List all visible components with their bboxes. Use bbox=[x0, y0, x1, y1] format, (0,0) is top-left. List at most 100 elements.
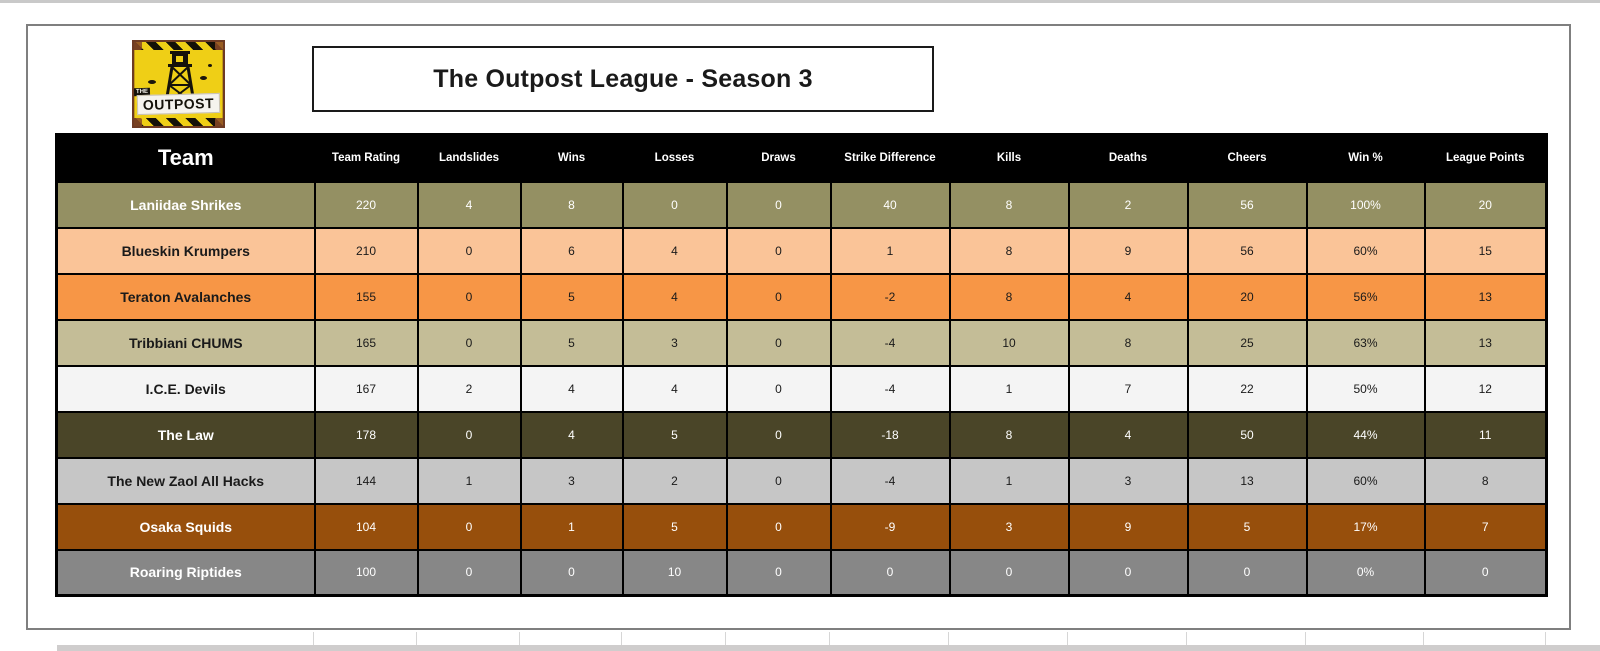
cell-team[interactable]: The New Zaol All Hacks bbox=[55, 456, 316, 505]
cell-draws[interactable]: 0 bbox=[725, 410, 832, 459]
cell-win_pct[interactable]: 56% bbox=[1305, 272, 1426, 321]
cell-league_points[interactable]: 15 bbox=[1423, 226, 1548, 275]
cell-kills[interactable]: 1 bbox=[948, 456, 1070, 505]
cell-strike_difference[interactable]: -9 bbox=[829, 502, 951, 551]
cell-draws[interactable]: 0 bbox=[725, 272, 832, 321]
cell-wins[interactable]: 3 bbox=[519, 456, 624, 505]
cell-strike_difference[interactable]: -2 bbox=[829, 272, 951, 321]
cell-rating[interactable]: 178 bbox=[313, 410, 419, 459]
column-header-wins[interactable]: Wins bbox=[519, 133, 624, 183]
cell-draws[interactable]: 0 bbox=[725, 180, 832, 229]
cell-wins[interactable]: 0 bbox=[519, 548, 624, 597]
cell-losses[interactable]: 0 bbox=[621, 180, 728, 229]
cell-losses[interactable]: 5 bbox=[621, 502, 728, 551]
cell-kills[interactable]: 8 bbox=[948, 410, 1070, 459]
cell-landslides[interactable]: 0 bbox=[416, 410, 522, 459]
cell-cheers[interactable]: 5 bbox=[1186, 502, 1308, 551]
cell-landslides[interactable]: 0 bbox=[416, 502, 522, 551]
cell-wins[interactable]: 1 bbox=[519, 502, 624, 551]
cell-landslides[interactable]: 2 bbox=[416, 364, 522, 413]
cell-league_points[interactable]: 0 bbox=[1423, 548, 1548, 597]
cell-deaths[interactable]: 4 bbox=[1067, 272, 1189, 321]
cell-rating[interactable]: 100 bbox=[313, 548, 419, 597]
cell-kills[interactable]: 8 bbox=[948, 180, 1070, 229]
cell-deaths[interactable]: 8 bbox=[1067, 318, 1189, 367]
cell-league_points[interactable]: 11 bbox=[1423, 410, 1548, 459]
column-header-strike_difference[interactable]: Strike Difference bbox=[829, 133, 951, 183]
cell-strike_difference[interactable]: -4 bbox=[829, 318, 951, 367]
cell-deaths[interactable]: 9 bbox=[1067, 502, 1189, 551]
cell-rating[interactable]: 155 bbox=[313, 272, 419, 321]
cell-league_points[interactable]: 8 bbox=[1423, 456, 1548, 505]
cell-strike_difference[interactable]: -4 bbox=[829, 364, 951, 413]
cell-cheers[interactable]: 0 bbox=[1186, 548, 1308, 597]
cell-deaths[interactable]: 0 bbox=[1067, 548, 1189, 597]
cell-losses[interactable]: 2 bbox=[621, 456, 728, 505]
cell-landslides[interactable]: 0 bbox=[416, 548, 522, 597]
cell-win_pct[interactable]: 60% bbox=[1305, 456, 1426, 505]
cell-losses[interactable]: 10 bbox=[621, 548, 728, 597]
cell-win_pct[interactable]: 17% bbox=[1305, 502, 1426, 551]
cell-team[interactable]: Tribbiani CHUMS bbox=[55, 318, 316, 367]
column-header-losses[interactable]: Losses bbox=[621, 133, 728, 183]
cell-team[interactable]: Teraton Avalanches bbox=[55, 272, 316, 321]
cell-losses[interactable]: 3 bbox=[621, 318, 728, 367]
cell-draws[interactable]: 0 bbox=[725, 226, 832, 275]
column-header-cheers[interactable]: Cheers bbox=[1186, 133, 1308, 183]
cell-landslides[interactable]: 0 bbox=[416, 226, 522, 275]
cell-deaths[interactable]: 9 bbox=[1067, 226, 1189, 275]
cell-kills[interactable]: 1 bbox=[948, 364, 1070, 413]
cell-wins[interactable]: 5 bbox=[519, 318, 624, 367]
cell-landslides[interactable]: 1 bbox=[416, 456, 522, 505]
cell-win_pct[interactable]: 50% bbox=[1305, 364, 1426, 413]
cell-strike_difference[interactable]: -18 bbox=[829, 410, 951, 459]
cell-losses[interactable]: 5 bbox=[621, 410, 728, 459]
cell-strike_difference[interactable]: 1 bbox=[829, 226, 951, 275]
column-header-kills[interactable]: Kills bbox=[948, 133, 1070, 183]
cell-wins[interactable]: 4 bbox=[519, 364, 624, 413]
cell-losses[interactable]: 4 bbox=[621, 364, 728, 413]
cell-wins[interactable]: 6 bbox=[519, 226, 624, 275]
cell-draws[interactable]: 0 bbox=[725, 456, 832, 505]
cell-cheers[interactable]: 20 bbox=[1186, 272, 1308, 321]
cell-strike_difference[interactable]: 40 bbox=[829, 180, 951, 229]
cell-league_points[interactable]: 12 bbox=[1423, 364, 1548, 413]
cell-win_pct[interactable]: 44% bbox=[1305, 410, 1426, 459]
column-header-team[interactable]: Team bbox=[55, 133, 316, 183]
cell-losses[interactable]: 4 bbox=[621, 272, 728, 321]
cell-kills[interactable]: 8 bbox=[948, 272, 1070, 321]
column-header-deaths[interactable]: Deaths bbox=[1067, 133, 1189, 183]
column-header-landslides[interactable]: Landslides bbox=[416, 133, 522, 183]
cell-draws[interactable]: 0 bbox=[725, 548, 832, 597]
cell-win_pct[interactable]: 60% bbox=[1305, 226, 1426, 275]
cell-win_pct[interactable]: 0% bbox=[1305, 548, 1426, 597]
cell-cheers[interactable]: 25 bbox=[1186, 318, 1308, 367]
cell-cheers[interactable]: 13 bbox=[1186, 456, 1308, 505]
cell-team[interactable]: Blueskin Krumpers bbox=[55, 226, 316, 275]
cell-cheers[interactable]: 22 bbox=[1186, 364, 1308, 413]
cell-league_points[interactable]: 13 bbox=[1423, 318, 1548, 367]
cell-league_points[interactable]: 7 bbox=[1423, 502, 1548, 551]
cell-rating[interactable]: 104 bbox=[313, 502, 419, 551]
cell-kills[interactable]: 3 bbox=[948, 502, 1070, 551]
cell-cheers[interactable]: 50 bbox=[1186, 410, 1308, 459]
cell-wins[interactable]: 8 bbox=[519, 180, 624, 229]
cell-deaths[interactable]: 4 bbox=[1067, 410, 1189, 459]
cell-landslides[interactable]: 0 bbox=[416, 272, 522, 321]
cell-landslides[interactable]: 4 bbox=[416, 180, 522, 229]
cell-rating[interactable]: 165 bbox=[313, 318, 419, 367]
cell-rating[interactable]: 144 bbox=[313, 456, 419, 505]
cell-deaths[interactable]: 7 bbox=[1067, 364, 1189, 413]
cell-kills[interactable]: 0 bbox=[948, 548, 1070, 597]
cell-win_pct[interactable]: 63% bbox=[1305, 318, 1426, 367]
cell-wins[interactable]: 5 bbox=[519, 272, 624, 321]
cell-draws[interactable]: 0 bbox=[725, 364, 832, 413]
cell-team[interactable]: Roaring Riptides bbox=[55, 548, 316, 597]
cell-team[interactable]: The Law bbox=[55, 410, 316, 459]
cell-rating[interactable]: 210 bbox=[313, 226, 419, 275]
cell-strike_difference[interactable]: 0 bbox=[829, 548, 951, 597]
column-header-draws[interactable]: Draws bbox=[725, 133, 832, 183]
cell-draws[interactable]: 0 bbox=[725, 318, 832, 367]
cell-rating[interactable]: 167 bbox=[313, 364, 419, 413]
cell-cheers[interactable]: 56 bbox=[1186, 180, 1308, 229]
